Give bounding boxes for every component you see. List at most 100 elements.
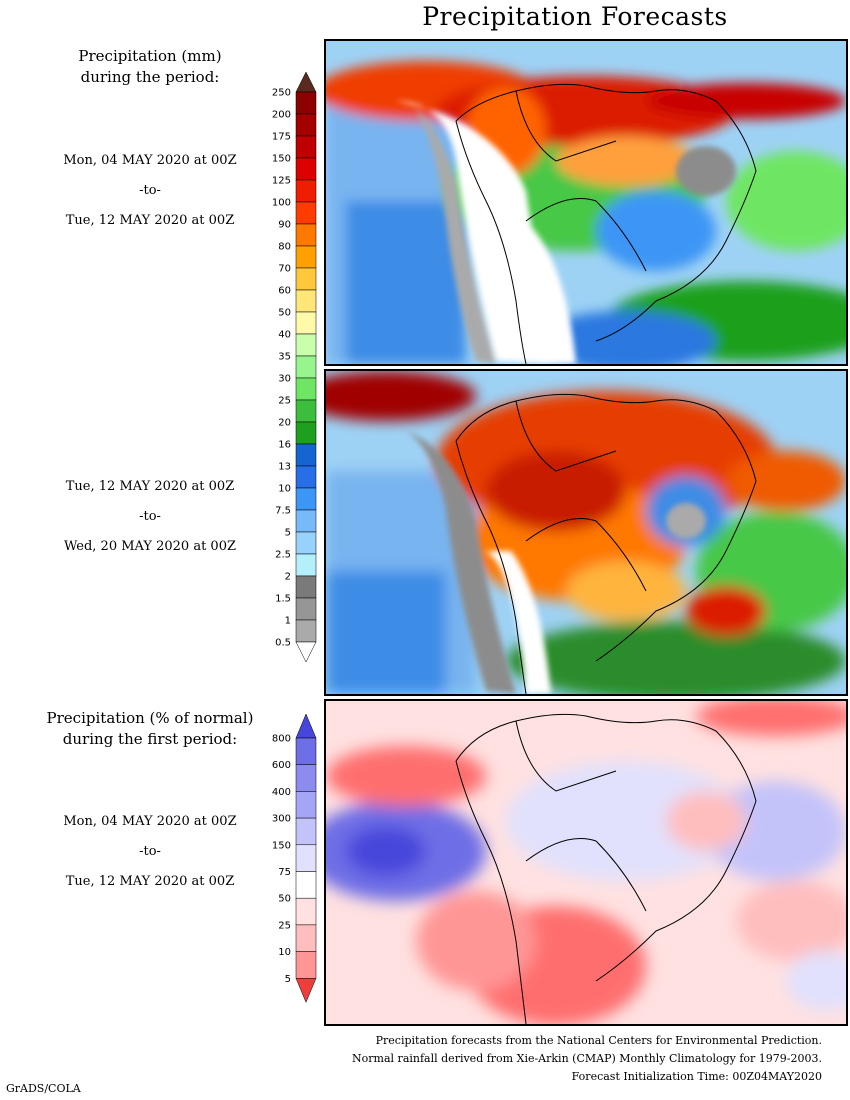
footer-notes: Precipitation forecasts from the Nationa… — [352, 1032, 822, 1086]
precip-colorbar-tick-label: 25 — [278, 396, 291, 407]
precip-colorbar-swatch — [295, 289, 317, 313]
precip-colorbar: 250 200 175 150 125 100 90 80 70 60 50 40 35 30 25 20 16… — [264, 71, 324, 672]
section2-separator: -to- — [139, 509, 161, 524]
pct-colorbar-swatch — [295, 897, 317, 926]
section1-header: Precipitation (mm) during the period: — [0, 46, 300, 88]
pct-colorbar-tick-label: 75 — [278, 867, 291, 878]
precip-colorbar-swatch — [295, 509, 317, 533]
section3-header: Precipitation (% of normal) during the f… — [0, 708, 300, 750]
pct-colorbar-swatch — [295, 951, 317, 979]
precip-colorbar-tick-label: 60 — [278, 286, 291, 297]
precip-colorbar-swatch — [295, 421, 317, 445]
section3-end-date: Tue, 12 MAY 2020 at 00Z — [65, 874, 235, 889]
pct-colorbar-tick-label: 300 — [272, 814, 291, 825]
pct-colorbar-swatch — [295, 764, 317, 792]
pct-normal-map — [324, 699, 848, 1026]
precip-colorbar-tick-label: 30 — [278, 374, 291, 385]
precip-colorbar-tick-label: 80 — [278, 242, 291, 253]
precip-colorbar-swatch — [295, 135, 317, 159]
precip-colorbar-swatch — [295, 223, 317, 247]
precip-colorbar-swatch — [295, 91, 317, 115]
precip-colorbar-tick-label: 40 — [278, 330, 291, 341]
section3-header-line1: Precipitation (% of normal) — [46, 709, 254, 727]
section1-start-date: Mon, 04 MAY 2020 at 00Z — [63, 153, 237, 168]
precip-colorbar-tick-label: 250 — [272, 88, 291, 99]
pct-colorbar-swatch — [295, 791, 317, 819]
precip-colorbar-bottom-arrow — [295, 641, 317, 663]
precip-colorbar-swatch — [295, 245, 317, 269]
precip-colorbar-swatch — [295, 201, 317, 225]
precip-colorbar-tick-label: 2 — [285, 572, 291, 583]
precip-colorbar-top-arrow — [295, 71, 317, 93]
pct-colorbar-swatch — [295, 817, 317, 846]
section1-header-line1: Precipitation (mm) — [78, 47, 222, 65]
precip-colorbar-swatch — [295, 311, 317, 335]
precip-colorbar-tick-label: 2.5 — [275, 550, 291, 561]
precip-colorbar-swatch — [295, 465, 317, 489]
pct-normal-map-graphic — [326, 701, 846, 1024]
precip-colorbar-tick-label: 35 — [278, 352, 291, 363]
precip-colorbar-swatch — [295, 597, 317, 621]
precip-colorbar-swatch — [295, 157, 317, 181]
precip-colorbar-tick-label: 1.5 — [275, 594, 291, 605]
precip-colorbar-tick-label: 0.5 — [275, 638, 291, 649]
precip-colorbar-tick-label: 50 — [278, 308, 291, 319]
precip-map-period1 — [324, 39, 848, 366]
footer-line1: Precipitation forecasts from the Nationa… — [375, 1034, 822, 1047]
precip-colorbar-swatch — [295, 619, 317, 643]
precip-colorbar-tick-label: 16 — [278, 440, 291, 451]
pct-colorbar-swatch — [295, 737, 317, 765]
precip-colorbar-swatch — [295, 113, 317, 137]
precip-colorbar-swatch — [295, 179, 317, 203]
precip-colorbar-swatch — [295, 355, 317, 379]
section3-header-line2: during the first period: — [62, 730, 238, 748]
section3-separator: -to- — [139, 844, 161, 859]
precip-colorbar-tick-label: 13 — [278, 462, 291, 473]
precip-colorbar-tick-label: 200 — [272, 110, 291, 121]
precip-colorbar-swatch — [295, 333, 317, 357]
precip-colorbar-tick-label: 1 — [285, 616, 291, 627]
precip-map-period2-graphic — [326, 371, 846, 694]
pct-colorbar-tick-label: 5 — [285, 974, 291, 985]
page-title: Precipitation Forecasts — [422, 2, 728, 31]
precip-colorbar-tick-label: 5 — [285, 528, 291, 539]
precip-colorbar-swatch — [295, 377, 317, 401]
precip-map-period2 — [324, 369, 848, 696]
precip-colorbar-swatch — [295, 267, 317, 291]
pct-colorbar-swatch — [295, 924, 317, 952]
pct-colorbar-tick-label: 50 — [278, 894, 291, 905]
pct-colorbar: 800 600 400 300 150 75 50 25 10 5 — [264, 713, 324, 1014]
precip-colorbar-swatch — [295, 443, 317, 467]
precip-colorbar-tick-label: 125 — [272, 176, 291, 187]
precip-colorbar-tick-label: 100 — [272, 198, 291, 209]
precip-colorbar-tick-label: 150 — [272, 154, 291, 165]
section2-start-date: Tue, 12 MAY 2020 at 00Z — [65, 479, 235, 494]
precip-colorbar-swatch — [295, 531, 317, 555]
precip-colorbar-swatch — [295, 487, 317, 511]
pct-colorbar-tick-label: 400 — [272, 787, 291, 798]
pct-colorbar-tick-label: 600 — [272, 760, 291, 771]
precip-colorbar-tick-label: 10 — [278, 484, 291, 495]
precip-colorbar-swatch — [295, 553, 317, 577]
precip-colorbar-tick-label: 90 — [278, 220, 291, 231]
precip-colorbar-swatch — [295, 399, 317, 423]
section1-separator: -to- — [139, 183, 161, 198]
precip-colorbar-tick-label: 70 — [278, 264, 291, 275]
precip-colorbar-tick-label: 175 — [272, 132, 291, 143]
section1-header-line2: during the period: — [80, 68, 220, 86]
pct-colorbar-swatch — [295, 844, 317, 872]
pct-colorbar-top-arrow — [295, 713, 317, 739]
footer-line3: Forecast Initialization Time: 00Z04MAY20… — [571, 1070, 822, 1083]
section1-end-date: Tue, 12 MAY 2020 at 00Z — [65, 213, 235, 228]
pct-colorbar-tick-label: 25 — [278, 920, 291, 931]
pct-colorbar-tick-label: 800 — [272, 734, 291, 745]
precip-colorbar-swatch — [295, 575, 317, 599]
precip-colorbar-graphic: 2502001751501251009080706050403530252016… — [272, 71, 317, 663]
precip-colorbar-tick-label: 20 — [278, 418, 291, 429]
software-credit: GrADS/COLA — [6, 1082, 81, 1095]
footer-line2: Normal rainfall derived from Xie-Arkin (… — [352, 1052, 822, 1065]
section3-start-date: Mon, 04 MAY 2020 at 00Z — [63, 814, 237, 829]
precip-map-period1-graphic — [326, 41, 846, 364]
pct-colorbar-swatch — [295, 871, 317, 899]
precip-colorbar-tick-label: 7.5 — [275, 506, 291, 517]
